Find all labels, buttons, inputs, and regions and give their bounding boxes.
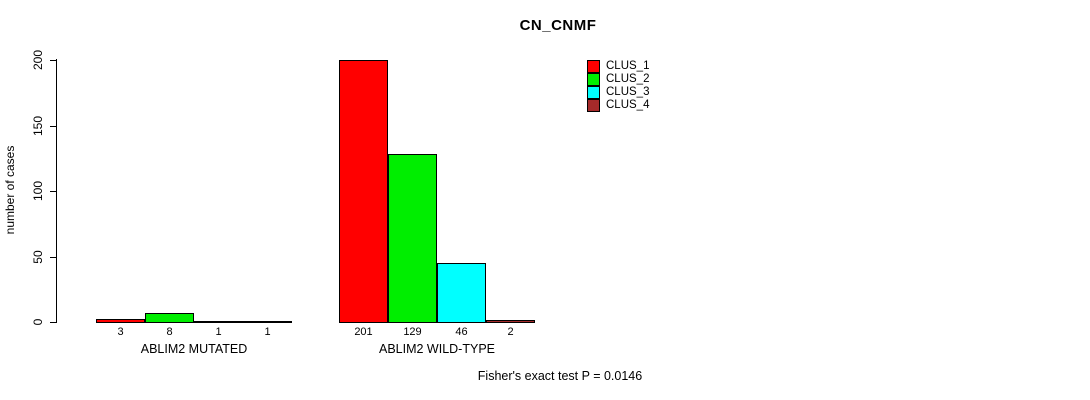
legend-label: CLUS_4 — [606, 99, 650, 111]
y-tick-mark — [50, 191, 57, 192]
legend-swatch-clus_1 — [587, 60, 600, 73]
bar-clus_1-group2 — [339, 60, 388, 323]
bar-value-label: 1 — [215, 326, 222, 338]
y-tick-label: 100 — [31, 180, 45, 202]
bar-value-label: 3 — [117, 326, 124, 338]
legend-item-clus_2: CLUS_2 — [587, 73, 649, 86]
x-category-label: ABLIM2 MUTATED — [140, 342, 248, 356]
legend-swatch-clus_4 — [587, 99, 600, 112]
legend: CLUS_1 CLUS_2 CLUS_3 CLUS_4 — [587, 60, 649, 112]
bar-clus_2-group2 — [388, 154, 437, 323]
bar-clus_4-group2 — [486, 320, 535, 323]
stat-annotation: Fisher's exact test P = 0.0146 — [477, 369, 643, 383]
y-axis-title: number of cases — [3, 145, 17, 235]
y-tick-label: 50 — [31, 250, 45, 264]
bar-clus_1-group1 — [96, 319, 145, 323]
y-tick-mark — [50, 322, 57, 323]
bar-value-label: 2 — [507, 326, 514, 338]
legend-label: CLUS_2 — [606, 73, 650, 85]
y-tick-label: 0 — [31, 318, 45, 326]
bar-value-label: 201 — [354, 326, 373, 338]
x-category-label: ABLIM2 WILD-TYPE — [379, 342, 495, 356]
bar-clus_3-group1 — [194, 321, 243, 323]
legend-item-clus_1: CLUS_1 — [587, 60, 649, 73]
y-tick-mark — [50, 60, 57, 61]
y-tick-label: 150 — [31, 115, 45, 137]
bar-value-label: 46 — [455, 326, 468, 338]
y-tick-label: 200 — [31, 49, 45, 71]
legend-item-clus_4: CLUS_4 — [587, 99, 649, 112]
legend-item-clus_3: CLUS_3 — [587, 86, 649, 99]
legend-swatch-clus_3 — [587, 86, 600, 99]
bar-value-label: 8 — [166, 326, 173, 338]
bar-value-label: 129 — [403, 326, 422, 338]
legend-label: CLUS_1 — [606, 60, 650, 72]
bar-clus_4-group1 — [243, 321, 292, 323]
bar-clus_2-group1 — [145, 313, 194, 323]
bar-value-label: 1 — [264, 326, 271, 338]
legend-label: CLUS_3 — [606, 86, 650, 98]
bar-clus_3-group2 — [437, 263, 486, 323]
y-tick-mark — [50, 257, 57, 258]
legend-swatch-clus_2 — [587, 73, 600, 86]
y-tick-mark — [50, 126, 57, 127]
chart-title: CN_CNMF — [519, 17, 597, 34]
